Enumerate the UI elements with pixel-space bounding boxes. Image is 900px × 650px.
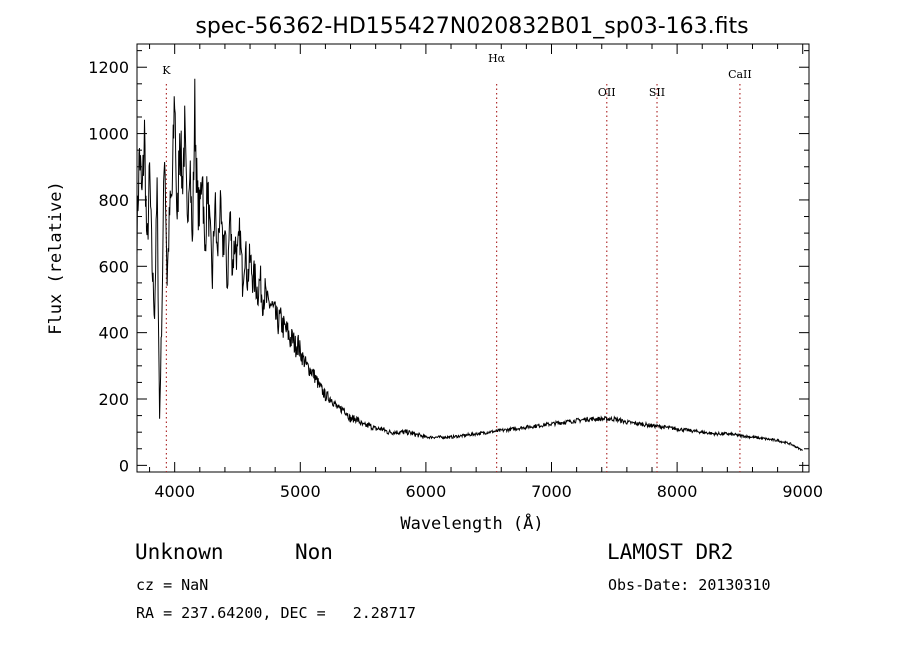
x-tick-label: 9000 — [782, 482, 823, 501]
line-marker-label: CaII — [728, 68, 752, 81]
line-marker-label: Hα — [488, 52, 506, 65]
x-tick-label: 5000 — [280, 482, 321, 501]
x-axis-label: Wavelength (Å) — [400, 512, 543, 534]
x-tick-label: 4000 — [154, 482, 195, 501]
y-tick-label: 800 — [98, 191, 129, 210]
spectrum-line — [136, 78, 803, 451]
line-markers: K Hα OII SII CaII — [162, 52, 752, 472]
y-axis-label: Flux (relative) — [46, 181, 66, 335]
axis-ticks: 4000 5000 6000 7000 8000 9000 0 200 400 600 800 100… — [88, 44, 823, 501]
y-tick-label: 1000 — [88, 125, 129, 144]
x-tick-label: 7000 — [531, 482, 572, 501]
object-class: Unknown — [135, 540, 224, 564]
x-tick-label: 8000 — [657, 482, 698, 501]
y-tick-label: 0 — [119, 456, 129, 475]
x-tick-label: 6000 — [406, 482, 447, 501]
survey-name: LAMOST DR2 — [607, 540, 734, 564]
redshift-cz: cz = NaN — [136, 576, 209, 594]
object-subclass: Non — [295, 540, 333, 564]
plot-frame — [136, 43, 810, 473]
y-tick-label: 200 — [98, 390, 129, 409]
chart-title: spec-56362-HD155427N020832B01_sp03-163.f… — [195, 14, 748, 39]
y-tick-label: 1200 — [88, 58, 129, 77]
line-marker-label: SII — [649, 86, 665, 99]
line-marker-label: K — [162, 64, 171, 77]
observation-date: Obs-Date: 20130310 — [608, 576, 771, 594]
line-marker-label: OII — [598, 86, 616, 99]
y-tick-label: 600 — [98, 257, 129, 276]
y-tick-label: 400 — [98, 324, 129, 343]
coordinates: RA = 237.64200, DEC = 2.28717 — [136, 604, 416, 622]
